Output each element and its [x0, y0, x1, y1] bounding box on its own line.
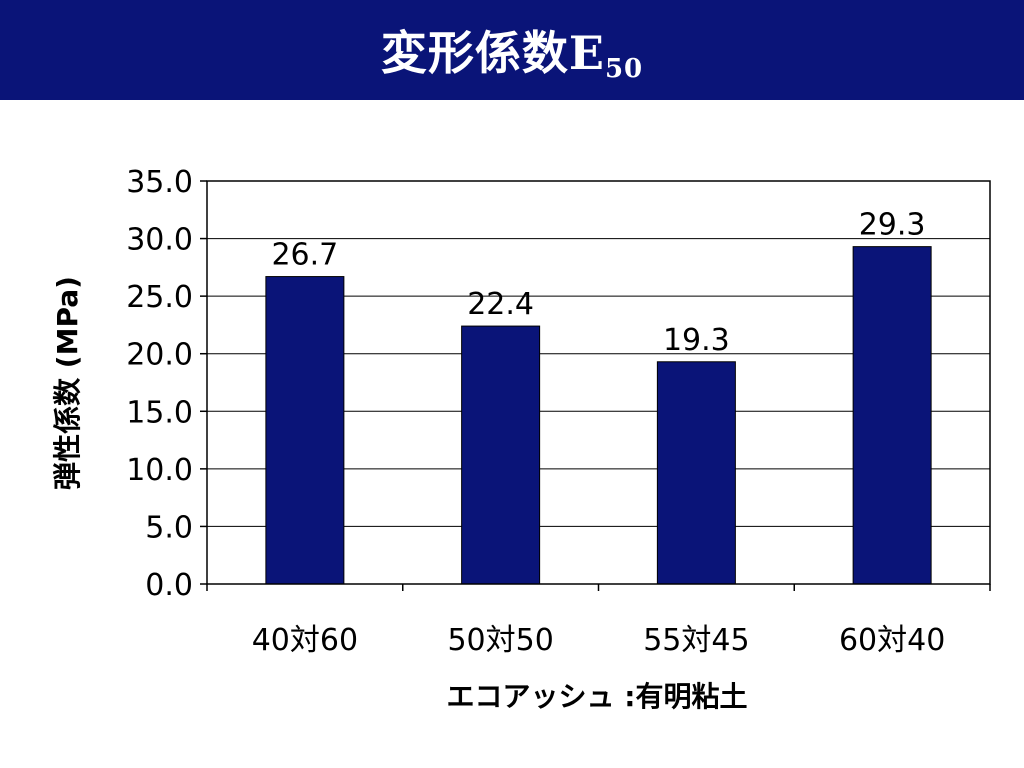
bar — [265, 276, 345, 585]
title-bar: 変形係数E50 — [0, 0, 1024, 100]
bar — [852, 246, 932, 585]
data-labels: 26.7 22.4 19.3 29.3 — [271, 208, 925, 358]
y-tick-label: 15.0 — [126, 395, 193, 430]
y-tick-label: 0.0 — [145, 568, 193, 603]
x-tick-label: 55対45 — [643, 623, 749, 658]
slide-title-main: 変形係数E — [380, 25, 605, 80]
y-tick-label: 10.0 — [126, 453, 193, 488]
slide-title: 変形係数E50 — [381, 17, 643, 84]
data-label: 19.3 — [663, 323, 730, 358]
data-label: 26.7 — [271, 238, 338, 273]
x-tick-label: 60対40 — [839, 623, 945, 658]
bar — [656, 361, 736, 585]
y-tick-labels: 0.0 5.0 10.0 15.0 20.0 25.0 30.0 35.0 — [126, 165, 193, 603]
y-axis-title: 弾性係数 (MPa) — [51, 276, 84, 490]
x-axis-title: エコアッシュ :有明粘土 — [446, 680, 748, 713]
x-tick-label: 40対60 — [252, 623, 358, 658]
y-tick-label: 35.0 — [126, 165, 193, 200]
y-tick-label: 20.0 — [126, 338, 193, 373]
y-tick-label: 30.0 — [126, 223, 193, 258]
y-tick-label: 25.0 — [126, 280, 193, 315]
x-tick-label: 50対50 — [447, 623, 553, 658]
bar — [461, 325, 541, 585]
slide-title-subscript: 50 — [604, 53, 644, 84]
axis-ticks — [200, 180, 991, 591]
x-tick-labels: 40対60 50対50 55対45 60対40 — [252, 623, 946, 658]
bars — [265, 246, 932, 585]
data-label: 22.4 — [467, 287, 534, 322]
data-label: 29.3 — [859, 208, 926, 243]
y-tick-label: 5.0 — [145, 510, 193, 545]
